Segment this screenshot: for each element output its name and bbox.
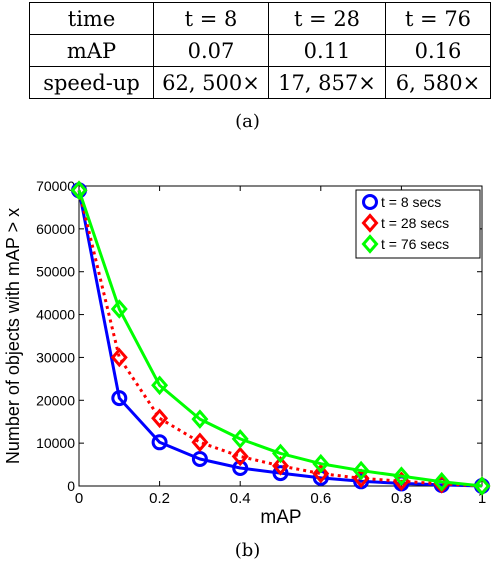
y-tick-label: 40000 xyxy=(36,307,75,323)
y-tick-label: 0 xyxy=(67,478,75,494)
y-tick-label: 60000 xyxy=(36,221,75,237)
legend-label: t = 28 secs xyxy=(381,215,449,231)
y-tick-label: 20000 xyxy=(36,392,75,408)
x-tick-label: 0.2 xyxy=(149,490,170,507)
y-tick-label: 30000 xyxy=(36,349,75,365)
x-axis-label: mAP xyxy=(260,507,301,528)
x-tick-label: 0.6 xyxy=(310,490,331,507)
y-tick-label: 50000 xyxy=(36,264,75,280)
x-tick-label: 0 xyxy=(75,490,83,507)
chart-legend: t = 8 secs t = 28 secs t = 76 secs xyxy=(356,190,480,258)
y-tick-label: 10000 xyxy=(36,435,75,451)
figure-caption: (b) xyxy=(0,540,495,561)
data-point xyxy=(193,435,206,450)
legend-label: t = 76 secs xyxy=(381,236,449,252)
legend-label: t = 8 secs xyxy=(381,194,441,210)
y-tick-label: 70000 xyxy=(36,178,75,194)
y-axis-label: Number of objects with mAP > x xyxy=(3,208,23,464)
data-point xyxy=(113,350,126,365)
x-tick-label: 0.4 xyxy=(230,490,251,507)
x-tick-label: 0.8 xyxy=(391,490,412,507)
